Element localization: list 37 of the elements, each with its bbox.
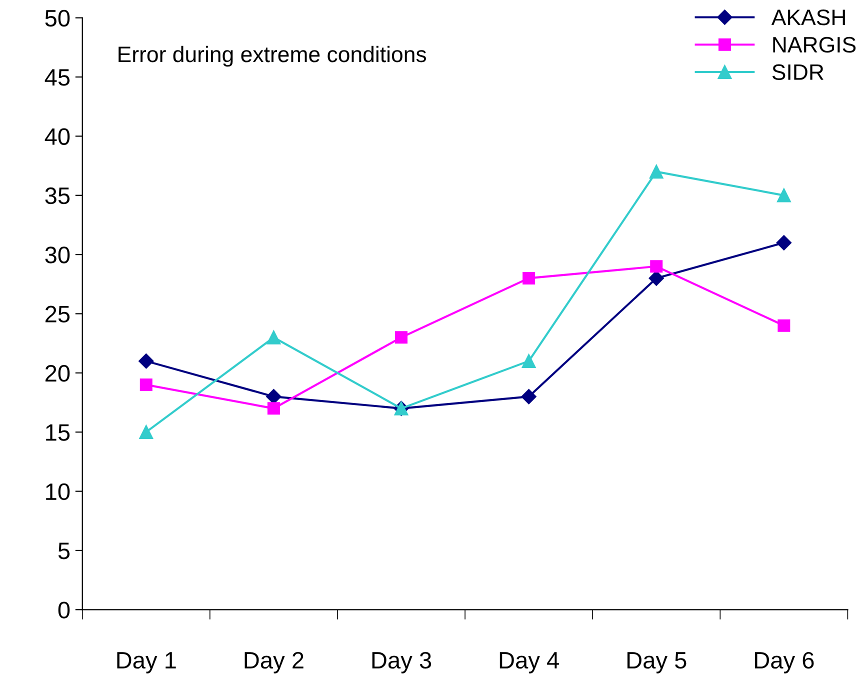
- point: [267, 402, 280, 415]
- point: [138, 354, 154, 369]
- y-tick-label: 25: [45, 306, 70, 323]
- y-tick-label: 0: [58, 602, 70, 618]
- x-tick-label: Day 1: [117, 652, 176, 674]
- point: [522, 272, 536, 284]
- point: [521, 389, 536, 404]
- y-tick-label: 5: [58, 542, 70, 560]
- point: [776, 235, 792, 250]
- point: [648, 270, 664, 286]
- point: [522, 354, 536, 368]
- point: [776, 188, 791, 202]
- y-tick-label: 15: [46, 424, 70, 441]
- point: [266, 330, 281, 344]
- legend-label: SIDR: [772, 64, 824, 80]
- x-tick-label: Day 2: [244, 652, 304, 674]
- y-tick-label: 35: [45, 187, 70, 204]
- point: [266, 389, 282, 404]
- y-tick-label: 10: [46, 483, 70, 500]
- point: [650, 260, 663, 273]
- text: Error during extreme conditions: [118, 46, 426, 67]
- x-tick-label: Day 6: [755, 652, 814, 674]
- y-tick-label: 20: [45, 364, 70, 382]
- legend-label: NARGIS: [773, 36, 856, 53]
- point: [139, 425, 154, 440]
- x-tick-label: Day 3: [372, 652, 432, 674]
- x-tick-label: Day 5: [627, 652, 686, 674]
- y-tick-label: 50: [45, 10, 70, 27]
- point: [395, 331, 408, 344]
- x-tick-label: Day 4: [500, 652, 559, 674]
- y-tick-label: 30: [45, 246, 70, 264]
- y-tick-label: 45: [44, 69, 70, 86]
- point: [778, 319, 790, 332]
- legend-label: AKASH: [771, 10, 845, 26]
- point: [140, 378, 152, 391]
- y-tick-label: 40: [44, 128, 70, 145]
- point: [649, 164, 664, 179]
